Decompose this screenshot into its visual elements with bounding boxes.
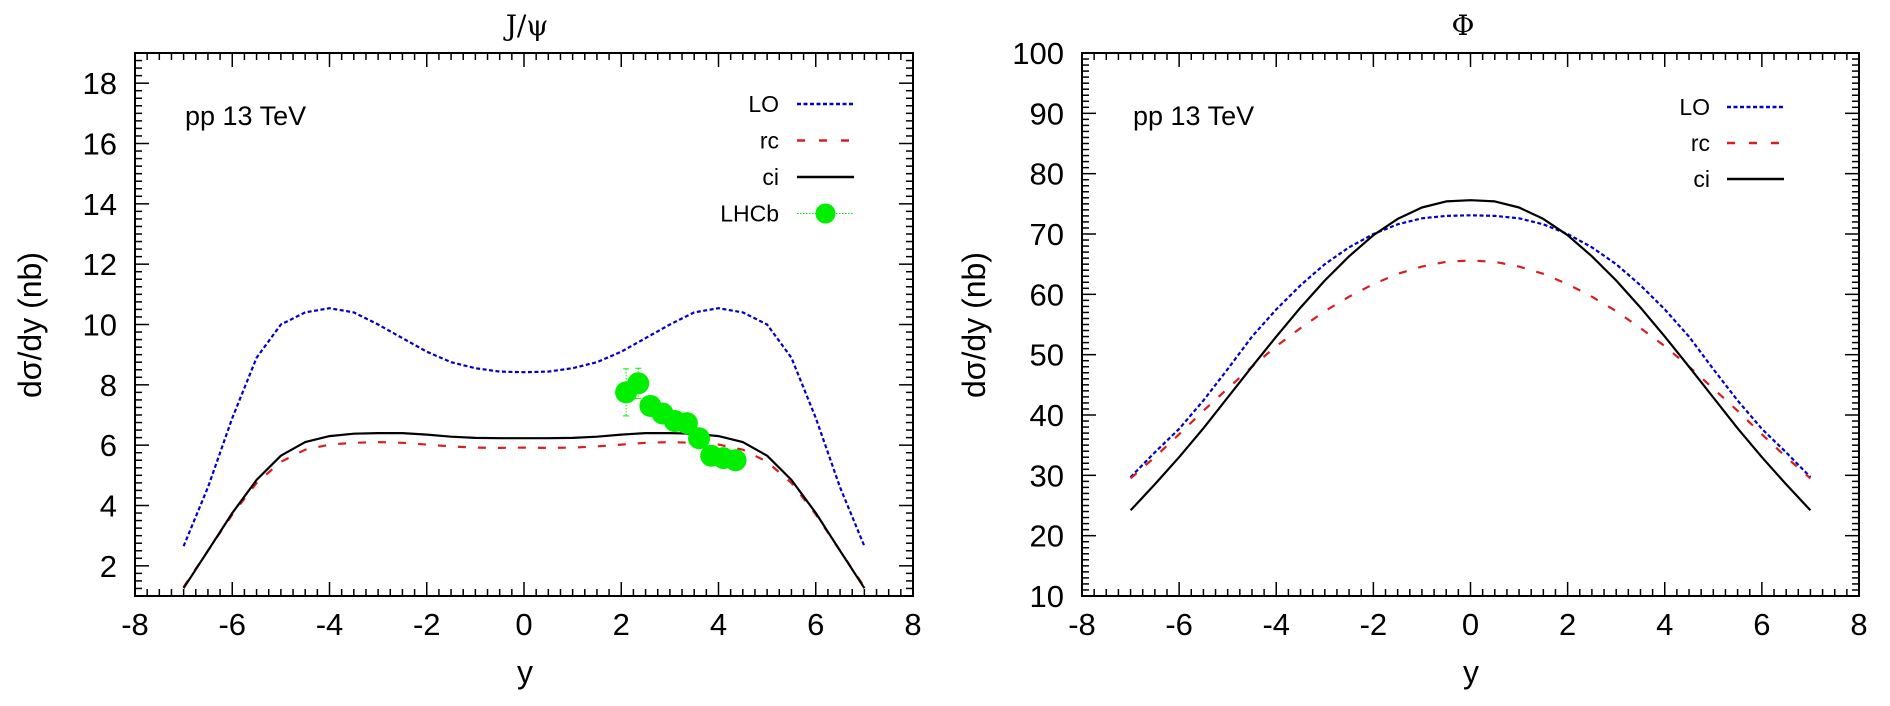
data-point-LHCb bbox=[675, 412, 698, 435]
y-tick-label: 8 bbox=[100, 368, 117, 403]
y-tick-label: 40 bbox=[1030, 398, 1064, 433]
x-axis-label: y bbox=[1463, 654, 1479, 690]
x-tick-label: -8 bbox=[1068, 607, 1096, 642]
y-tick-label: 60 bbox=[1030, 277, 1064, 312]
y-axis-label: dσ/dy (nb) bbox=[956, 252, 992, 398]
x-tick-label: 2 bbox=[613, 607, 630, 642]
y-tick-label: 18 bbox=[83, 66, 117, 101]
legend: LO rc ci bbox=[1679, 94, 1784, 192]
data-points bbox=[615, 367, 747, 472]
panel-title: Φ bbox=[1452, 9, 1475, 42]
x-tick-label: -4 bbox=[316, 607, 344, 642]
legend-label: rc bbox=[760, 128, 779, 154]
y-tick-label: 50 bbox=[1030, 338, 1064, 373]
series-line-ci bbox=[1129, 199, 1812, 512]
y-axis-label: dσ/dy (nb) bbox=[12, 252, 48, 398]
x-tick-label: 0 bbox=[515, 607, 532, 642]
tick-labels: -8 -6 -4 -2 0 2 4 6 8 10 20 30 40 50 60 70 80 90 100 bbox=[1012, 36, 1867, 642]
legend-label: rc bbox=[1691, 130, 1710, 156]
series-line-LO bbox=[182, 307, 866, 547]
y-tick-label: 70 bbox=[1030, 217, 1064, 252]
legend-label: LO bbox=[1679, 94, 1710, 120]
y-tick-label: 80 bbox=[1030, 157, 1064, 192]
x-tick-label: 6 bbox=[1753, 607, 1770, 642]
x-tick-label: -8 bbox=[121, 607, 149, 642]
x-tick-label: 0 bbox=[1462, 607, 1479, 642]
x-tick-label: -2 bbox=[413, 607, 441, 642]
ticks bbox=[134, 52, 914, 597]
y-tick-label: 10 bbox=[1030, 579, 1064, 614]
y-tick-label: 6 bbox=[100, 428, 117, 463]
x-tick-label: -6 bbox=[218, 607, 246, 642]
y-tick-label: 90 bbox=[1030, 96, 1064, 131]
y-tick-label: 2 bbox=[100, 549, 117, 584]
annotation: pp 13 TeV bbox=[185, 101, 306, 131]
series-line-LO bbox=[1129, 214, 1812, 478]
x-tick-label: 8 bbox=[904, 607, 921, 642]
legend-label: ci bbox=[762, 164, 779, 190]
series-line-rc bbox=[1129, 259, 1812, 480]
x-axis-label: y bbox=[517, 654, 533, 690]
x-tick-label: 8 bbox=[1850, 607, 1867, 642]
x-tick-label: 2 bbox=[1559, 607, 1576, 642]
data-point-LHCb bbox=[724, 449, 747, 472]
x-tick-label: -6 bbox=[1165, 607, 1193, 642]
series-line-rc bbox=[182, 441, 866, 588]
ticks bbox=[1081, 52, 1860, 597]
curves bbox=[182, 307, 866, 589]
panel-phi: Φ -8 -6 -4 -2 0 2 4 6 8 10 20 30 40 50 60 70 80 90 100 pp … bbox=[956, 9, 1868, 690]
y-tick-label: 12 bbox=[83, 247, 117, 282]
legend-label: LHCb bbox=[720, 201, 779, 227]
legend-marker bbox=[815, 203, 836, 224]
panel-jpsi: J/ψ -8 -6 -4 -2 0 2 4 6 8 2 4 6 8 10 12 14 16 18 pp 13 Te… bbox=[12, 9, 922, 690]
plot-frame bbox=[1081, 52, 1860, 597]
legend-label: ci bbox=[1693, 166, 1710, 192]
plot-frame bbox=[134, 52, 914, 597]
y-tick-label: 16 bbox=[83, 127, 117, 162]
series-line-ci bbox=[182, 432, 866, 589]
y-tick-label: 30 bbox=[1030, 458, 1064, 493]
data-point-LHCb bbox=[688, 427, 711, 450]
y-tick-label: 14 bbox=[83, 187, 117, 222]
y-tick-label: 10 bbox=[83, 308, 117, 343]
panel-title: J/ψ bbox=[503, 9, 549, 42]
legend-label: LO bbox=[748, 91, 779, 117]
x-tick-label: -2 bbox=[1360, 607, 1388, 642]
x-tick-label: 4 bbox=[710, 607, 727, 642]
y-tick-label: 100 bbox=[1012, 36, 1064, 71]
curves bbox=[1129, 199, 1812, 512]
y-tick-label: 4 bbox=[100, 489, 117, 524]
y-tick-label: 20 bbox=[1030, 519, 1064, 554]
tick-labels: -8 -6 -4 -2 0 2 4 6 8 2 4 6 8 10 12 14 16 18 bbox=[83, 66, 922, 642]
x-tick-label: 4 bbox=[1656, 607, 1673, 642]
x-tick-label: -4 bbox=[1262, 607, 1290, 642]
x-tick-label: 6 bbox=[807, 607, 824, 642]
legend: LO rc ci LHCb bbox=[720, 91, 854, 227]
data-point-LHCb bbox=[627, 372, 650, 395]
annotation: pp 13 TeV bbox=[1133, 101, 1254, 131]
